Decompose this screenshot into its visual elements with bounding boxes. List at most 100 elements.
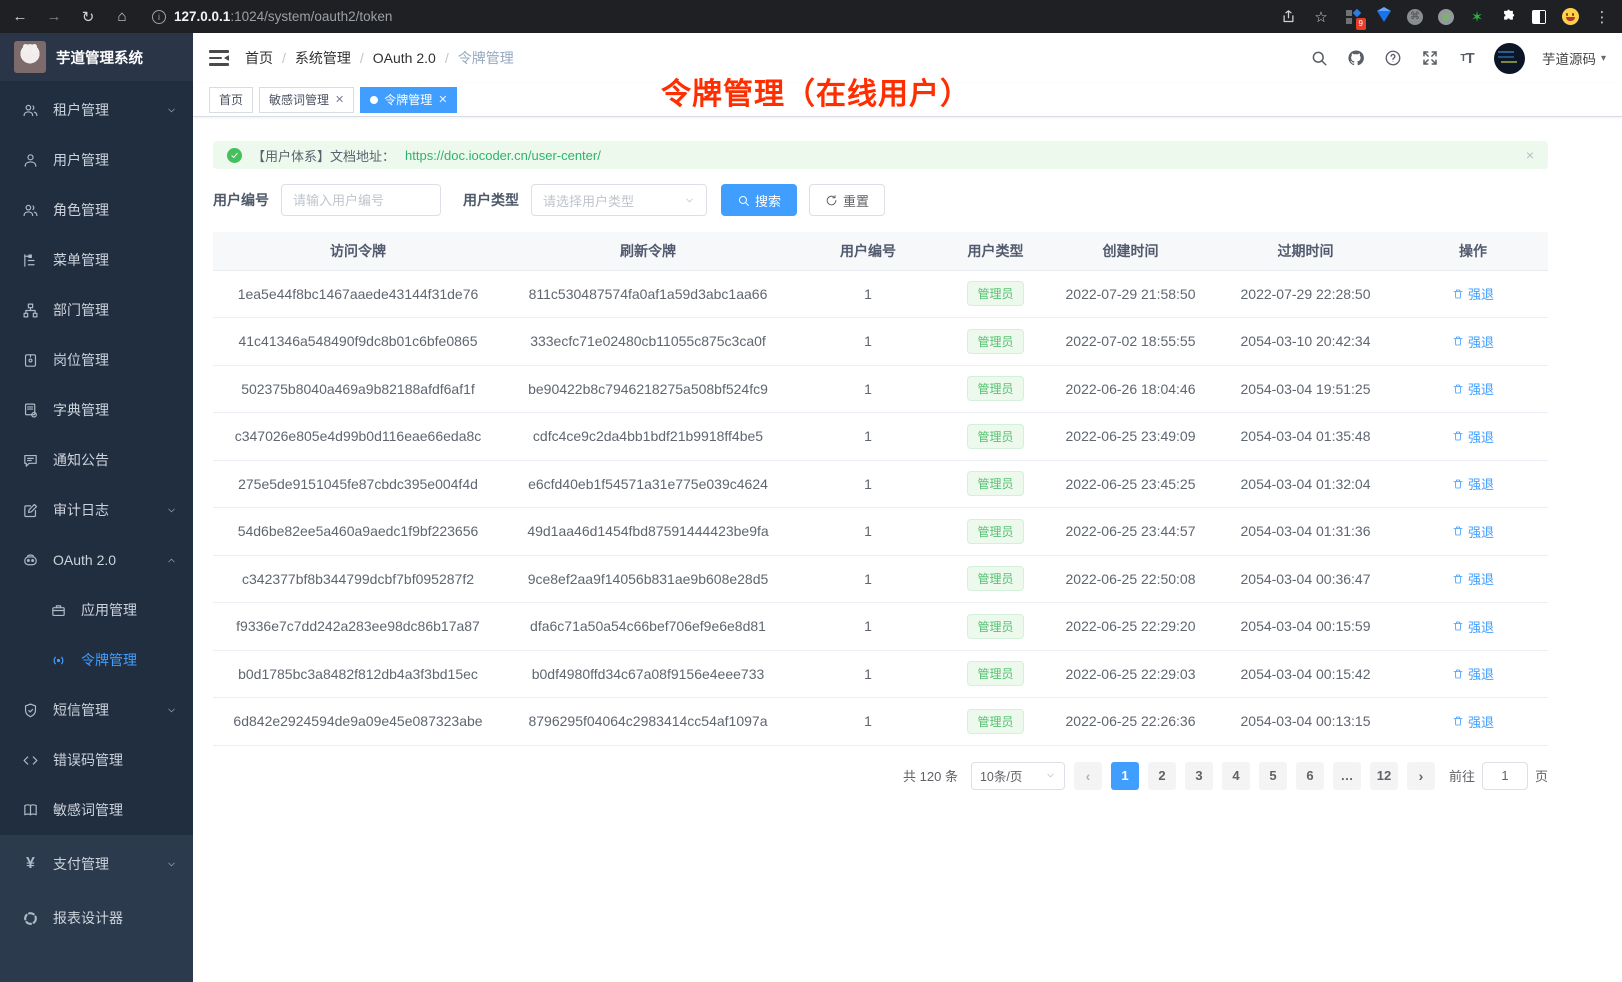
sidebar-item-oauth-token[interactable]: 令牌管理 — [0, 635, 193, 685]
trash-icon — [1453, 384, 1463, 394]
people-icon — [22, 202, 39, 219]
robot-icon — [22, 552, 39, 569]
extension-sidepanel-icon[interactable] — [1530, 8, 1548, 26]
goto-page-input[interactable] — [1481, 761, 1528, 790]
sidebar-item-post[interactable]: 岗位管理 — [0, 335, 193, 385]
user-menu[interactable]: 芋道源码 ▾ — [1541, 52, 1606, 67]
sidebar-item-pay[interactable]: ¥ 支付管理 — [0, 837, 193, 891]
force-logout-button[interactable]: 强退 — [1452, 332, 1494, 351]
extension-star-icon[interactable]: ✶ — [1470, 8, 1484, 26]
doc-link[interactable]: https://doc.iocoder.cn/user-center/ — [405, 147, 601, 163]
breadcrumb-system[interactable]: 系统管理 — [294, 50, 351, 66]
sidebar-item-dict[interactable]: 字典管理 — [0, 385, 193, 435]
share-icon[interactable] — [1278, 7, 1298, 27]
breadcrumb-home[interactable]: 首页 — [245, 50, 273, 66]
help-icon[interactable] — [1383, 48, 1403, 68]
tab-token[interactable]: 令牌管理 ✕ — [360, 86, 458, 113]
sidebar-item-dept[interactable]: 部门管理 — [0, 285, 193, 335]
user-type-badge: 管理员 — [967, 281, 1024, 307]
table-header-row: 访问令牌 刷新令牌 用户编号 用户类型 创建时间 过期时间 操作 — [213, 232, 1548, 271]
app-logo[interactable]: 芋道管理系统 — [0, 33, 193, 81]
sidebar-item-tenant[interactable]: 租户管理 — [0, 85, 193, 135]
force-logout-button[interactable]: 强退 — [1452, 712, 1494, 731]
alert-close-icon[interactable]: × — [1525, 147, 1534, 163]
user-type-badge: 管理员 — [967, 328, 1024, 354]
close-icon[interactable]: ✕ — [438, 94, 448, 106]
github-icon[interactable] — [1346, 48, 1366, 68]
profile-avatar-icon[interactable] — [1561, 8, 1579, 26]
user-type-label: 用户类型 — [463, 192, 519, 208]
extension-command-icon[interactable]: ⌘ — [1406, 8, 1424, 26]
refresh-icon — [826, 194, 837, 205]
extension-gem-icon[interactable] — [1375, 7, 1393, 26]
prev-page-button[interactable]: ‹ — [1073, 761, 1102, 790]
page-button-2[interactable]: 2 — [1147, 761, 1176, 790]
close-icon[interactable]: ✕ — [335, 94, 345, 106]
browser-forward-button[interactable]: → — [46, 8, 62, 25]
sidebar-item-user[interactable]: 用户管理 — [0, 135, 193, 185]
doc-alert: 【用户体系】文档地址： https://doc.iocoder.cn/user-… — [213, 141, 1548, 169]
search-icon[interactable] — [1309, 48, 1329, 68]
sidebar-item-report-designer[interactable]: 报表设计器 — [0, 891, 193, 945]
page-button-5[interactable]: 5 — [1258, 761, 1287, 790]
sidebar-item-errcode[interactable]: 错误码管理 — [0, 735, 193, 785]
extension-puzzle-icon[interactable] — [1499, 8, 1517, 26]
tab-sensitive-word[interactable]: 敏感词管理 ✕ — [259, 86, 355, 113]
table-row: c342377bf8b344799dcbf7bf095287f2 9ce8ef2a… — [213, 555, 1548, 603]
page-size-select[interactable]: 10条/页 — [970, 761, 1065, 790]
site-info-icon[interactable]: i — [152, 9, 166, 24]
briefcase-icon — [50, 602, 67, 619]
yen-icon: ¥ — [26, 855, 35, 872]
bookmark-star-icon[interactable]: ☆ — [1314, 8, 1328, 26]
force-logout-button[interactable]: 强退 — [1452, 617, 1494, 636]
user-avatar[interactable] — [1493, 42, 1525, 74]
page-button-12[interactable]: 12 — [1369, 761, 1398, 790]
page-ellipsis[interactable]: … — [1332, 761, 1361, 790]
page-button-4[interactable]: 4 — [1221, 761, 1250, 790]
table-row: 275e5de9151045fe87cbdc395e004f4d e6cfd40e… — [213, 460, 1548, 508]
top-navbar: 首页 / 系统管理 / OAuth 2.0 / 令牌管理 — [193, 33, 1622, 83]
sidebar-collapse-icon[interactable] — [209, 50, 229, 66]
user-type-badge: 管理员 — [967, 471, 1024, 497]
page-button-6[interactable]: 6 — [1295, 761, 1324, 790]
address-bar[interactable]: i 127.0.0.1:1024/system/oauth2/token — [152, 9, 1264, 24]
force-logout-button[interactable]: 强退 — [1452, 284, 1494, 303]
page-button-1[interactable]: 1 — [1110, 761, 1139, 790]
browser-menu-icon[interactable]: ⋮ — [1594, 8, 1610, 26]
url-path: :1024/system/oauth2/token — [230, 9, 393, 24]
sidebar-item-notice[interactable]: 通知公告 — [0, 435, 193, 485]
sidebar-item-oauth[interactable]: OAuth 2.0 — [0, 535, 193, 585]
tab-home[interactable]: 首页 — [209, 86, 254, 113]
sidebar-item-menu[interactable]: 菜单管理 — [0, 235, 193, 285]
force-logout-button[interactable]: 强退 — [1452, 379, 1494, 398]
next-page-button[interactable]: › — [1406, 761, 1435, 790]
extension-grid-icon[interactable]: 9 — [1344, 8, 1366, 30]
force-logout-button[interactable]: 强退 — [1452, 664, 1494, 683]
browser-home-button[interactable]: ⌂ — [117, 8, 127, 25]
search-button[interactable]: 搜索 — [721, 184, 798, 216]
sidebar-item-audit-log[interactable]: 审计日志 — [0, 485, 193, 535]
user-type-badge: 管理员 — [967, 566, 1024, 592]
extension-recorder-icon[interactable] — [1437, 8, 1455, 26]
browser-back-button[interactable]: ← — [12, 8, 28, 25]
fullscreen-icon[interactable] — [1420, 48, 1440, 68]
goto-label: 前往 — [1448, 769, 1475, 784]
force-logout-button[interactable]: 强退 — [1452, 522, 1494, 541]
user-id-input[interactable] — [281, 184, 441, 216]
force-logout-button[interactable]: 强退 — [1452, 427, 1494, 446]
sidebar-item-role[interactable]: 角色管理 — [0, 185, 193, 235]
breadcrumb-oauth[interactable]: OAuth 2.0 — [372, 50, 436, 66]
sidebar-item-sms[interactable]: 短信管理 — [0, 685, 193, 735]
user-type-select[interactable]: 请选择用户类型 — [531, 184, 707, 216]
force-logout-button[interactable]: 强退 — [1452, 569, 1494, 588]
page-button-3[interactable]: 3 — [1184, 761, 1213, 790]
sidebar: 芋道管理系统 租户管理 用户管理 角色管理 菜单管理 部门管理 — [0, 33, 193, 982]
trash-icon — [1453, 431, 1463, 441]
browser-reload-button[interactable]: ↻ — [81, 8, 95, 26]
reset-button[interactable]: 重置 — [809, 184, 886, 216]
force-logout-button[interactable]: 强退 — [1452, 474, 1494, 493]
col-created: 创建时间 — [1048, 232, 1213, 271]
sidebar-item-oauth-app[interactable]: 应用管理 — [0, 585, 193, 635]
sidebar-item-sensitive-word[interactable]: 敏感词管理 — [0, 785, 193, 835]
